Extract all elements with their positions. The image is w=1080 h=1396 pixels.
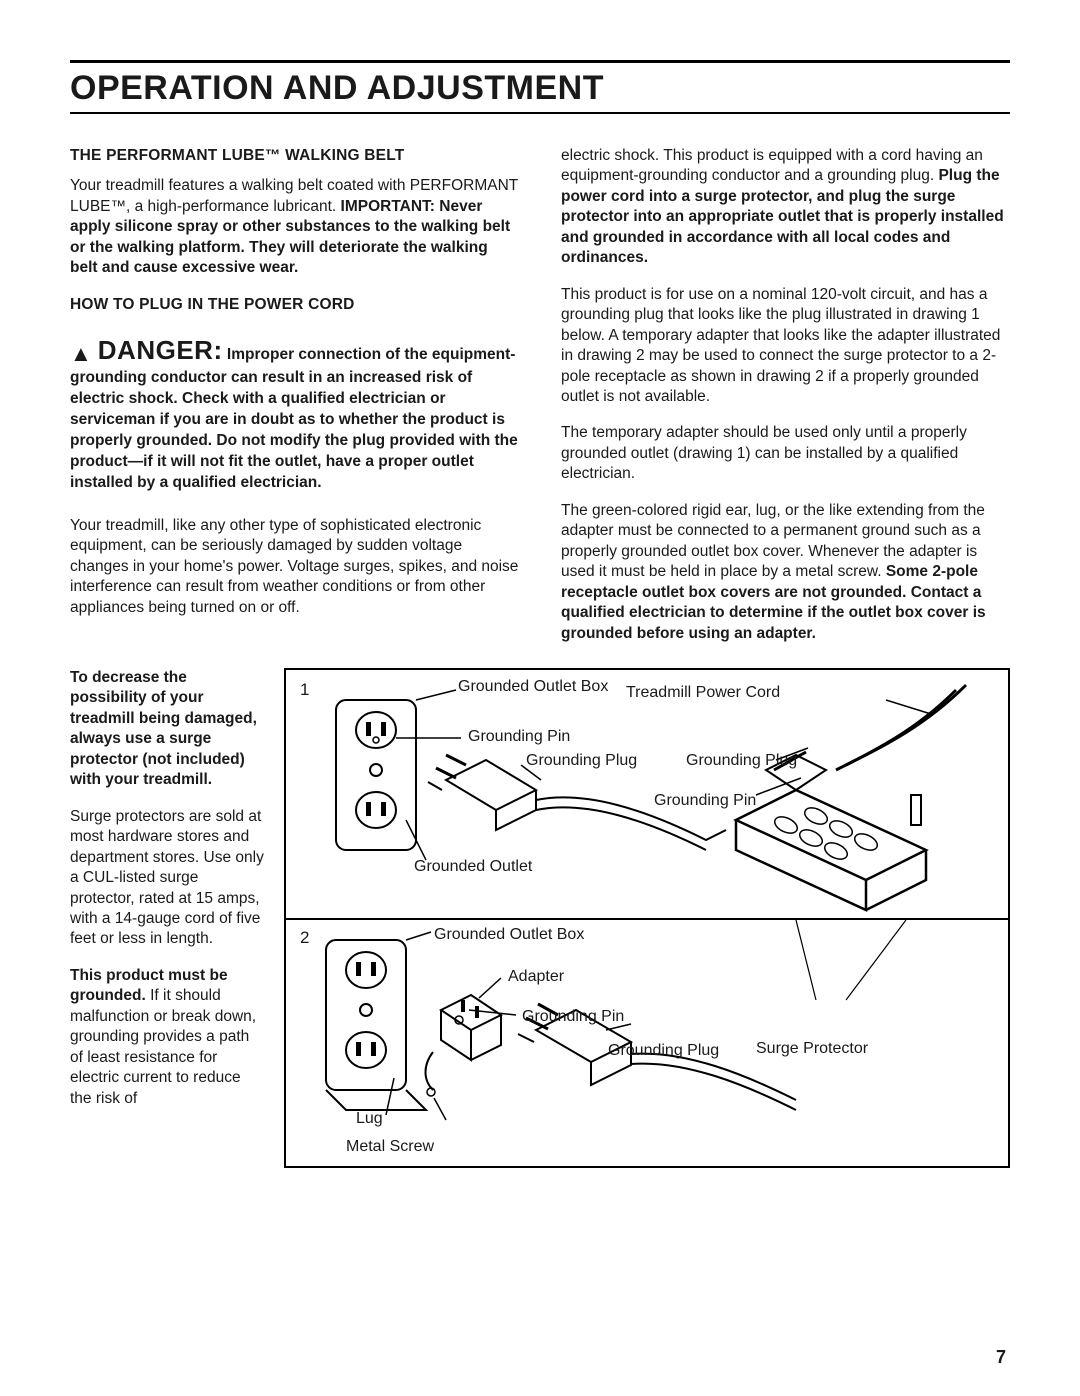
para-surge-bold: To decrease the possibility of your trea… [70,668,266,791]
lower-section: To decrease the possibility of your trea… [70,668,1010,1168]
para-r1: electric shock. This product is equipped… [561,146,1010,269]
label-treadmill-power-cord: Treadmill Power Cord [626,684,780,702]
page-number: 7 [996,1347,1006,1368]
label-adapter: Adapter [508,968,564,986]
para-surge2: Surge protectors are sold at most hardwa… [70,807,266,950]
label-grounding-plug-3: Grounding Plug [608,1042,719,1060]
label-grounding-pin-3: Grounding Pin [522,1008,624,1026]
label-metal-screw: Metal Screw [346,1138,434,1156]
para-r2: This product is for use on a nominal 120… [561,285,1010,408]
para-ground-rest: If it should malfunction or break down, … [70,987,256,1106]
content-columns: THE PERFORMANT LUBE™ WALKING BELT Your t… [70,146,1010,660]
para-r1a: electric shock. This product is equipped… [561,147,983,184]
label-grounding-plug-2: Grounding Plug [686,752,797,770]
warning-triangle-icon: ▲ [70,343,92,365]
lower-left-column: To decrease the possibility of your trea… [70,668,266,1168]
heading-plug: HOW TO PLUG IN THE POWER CORD [70,295,519,315]
para-ground: This product must be grounded. If it sho… [70,966,266,1109]
para-r4: The green-colored rigid ear, lug, or the… [561,501,1010,644]
label-lug: Lug [356,1110,383,1128]
label-grounding-pin-1: Grounding Pin [468,728,570,746]
danger-heading: DANGER: [98,333,223,368]
right-column: electric shock. This product is equipped… [561,146,1010,660]
label-grounding-plug-1: Grounding Plug [526,752,637,770]
para-r3: The temporary adapter should be used onl… [561,423,1010,484]
page-title: OPERATION AND ADJUSTMENT [70,69,1010,114]
label-grounded-outlet-box-1: Grounded Outlet Box [458,678,608,696]
label-grounded-outlet: Grounded Outlet [414,858,532,876]
heading-belt: THE PERFORMANT LUBE™ WALKING BELT [70,146,519,166]
label-grounding-pin-2: Grounding Pin [654,792,756,810]
left-column: THE PERFORMANT LUBE™ WALKING BELT Your t… [70,146,519,660]
para-belt: Your treadmill features a walking belt c… [70,176,519,278]
danger-box: ▲ DANGER: Improper connection of the equ… [70,333,519,494]
panel1-svg [286,670,1010,918]
para-surge-intro: Your treadmill, like any other type of s… [70,516,519,618]
danger-body: Improper connection of the equipment-gro… [70,346,518,491]
label-surge-protector: Surge Protector [756,1040,868,1058]
label-grounded-outlet-box-2: Grounded Outlet Box [434,926,584,944]
wiring-figure: 1 2 [284,668,1010,1168]
